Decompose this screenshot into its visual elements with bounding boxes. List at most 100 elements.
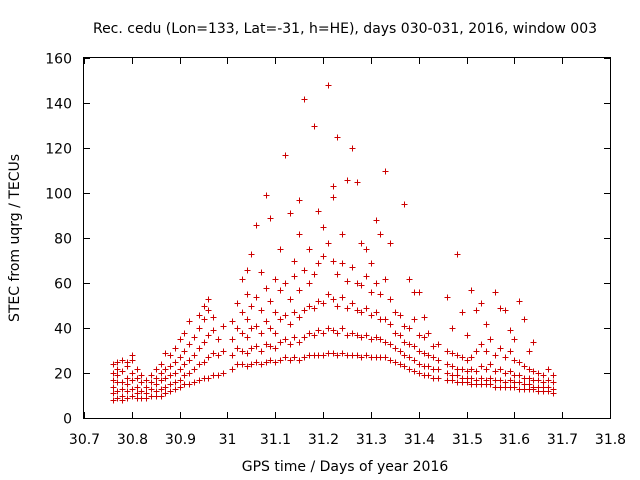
data-point (124, 395, 131, 402)
data-point (158, 361, 165, 368)
data-point (430, 343, 437, 350)
data-point (435, 366, 442, 373)
data-point (339, 260, 346, 267)
data-point (138, 372, 145, 379)
data-point (186, 370, 193, 377)
x-tick-label: 30.9 (165, 432, 196, 448)
data-point (320, 253, 327, 260)
data-point (143, 377, 150, 384)
data-point (421, 314, 428, 321)
y-tick-label: 100 (45, 187, 72, 203)
data-point (507, 368, 514, 375)
axis-ticks: 30.7 30.8 30.9 31 31.1 31.2 31.3 31.4 31.5 31.6 31… (45, 52, 626, 449)
data-point (172, 379, 179, 386)
data-point (449, 325, 456, 332)
data-point (320, 224, 327, 231)
data-point (244, 316, 251, 323)
data-point (473, 368, 480, 375)
data-point (272, 359, 279, 366)
data-point (425, 372, 432, 379)
data-point (502, 354, 509, 361)
data-point (248, 303, 255, 310)
data-point (287, 296, 294, 303)
y-tick-label: 160 (45, 52, 72, 68)
data-point (114, 388, 121, 395)
data-point (392, 330, 399, 337)
data-point (411, 343, 418, 350)
data-point (334, 303, 341, 310)
data-point (540, 372, 547, 379)
data-point (492, 289, 499, 296)
y-tick-label: 20 (54, 367, 72, 383)
data-point (181, 330, 188, 337)
data-point (239, 276, 246, 283)
data-point (516, 298, 523, 305)
data-point (487, 336, 494, 343)
data-point (511, 336, 518, 343)
data-point (473, 307, 480, 314)
data-point (444, 294, 451, 301)
data-point (526, 381, 533, 388)
data-point (244, 267, 251, 274)
data-point (263, 192, 270, 199)
data-point (186, 318, 193, 325)
data-point (521, 316, 528, 323)
data-point (387, 357, 394, 364)
x-tick-label: 31 (219, 432, 237, 448)
data-point (334, 134, 341, 141)
data-point (267, 357, 274, 364)
data-point (392, 309, 399, 316)
data-point (459, 309, 466, 316)
data-point (296, 314, 303, 321)
data-point (267, 325, 274, 332)
data-point (325, 240, 332, 247)
data-point (205, 375, 212, 382)
data-point (492, 368, 499, 375)
data-point (368, 336, 375, 343)
data-point (220, 323, 227, 330)
data-point (444, 370, 451, 377)
data-point (248, 361, 255, 368)
data-point (473, 348, 480, 355)
data-point (201, 339, 208, 346)
data-point (229, 318, 236, 325)
data-point (349, 145, 356, 152)
data-point (119, 393, 126, 400)
data-point (148, 379, 155, 386)
data-point (550, 379, 557, 386)
data-point (354, 307, 361, 314)
data-point (296, 357, 303, 364)
data-point (411, 357, 418, 364)
data-point (311, 123, 318, 130)
data-point (478, 300, 485, 307)
data-point (349, 300, 356, 307)
data-point (205, 332, 212, 339)
data-point (468, 354, 475, 361)
data-point (138, 379, 145, 386)
data-point (545, 366, 552, 373)
data-point (291, 334, 298, 341)
x-axis-label: GPS time / Days of year 2016 (242, 459, 449, 475)
data-point (263, 359, 270, 366)
data-point (363, 305, 370, 312)
data-point (229, 336, 236, 343)
data-point (124, 359, 131, 366)
data-point (110, 390, 117, 397)
data-point (421, 350, 428, 357)
data-point (334, 330, 341, 337)
data-point (387, 296, 394, 303)
data-point (301, 354, 308, 361)
data-point (153, 381, 160, 388)
data-point (186, 341, 193, 348)
data-point (258, 348, 265, 355)
data-point (363, 246, 370, 253)
data-point (416, 370, 423, 377)
data-point (397, 312, 404, 319)
data-point (315, 327, 322, 334)
data-point (267, 343, 274, 350)
data-point (205, 354, 212, 361)
data-point (363, 352, 370, 359)
data-point (119, 357, 126, 364)
data-point (296, 197, 303, 204)
y-tick-label: 120 (45, 142, 72, 158)
